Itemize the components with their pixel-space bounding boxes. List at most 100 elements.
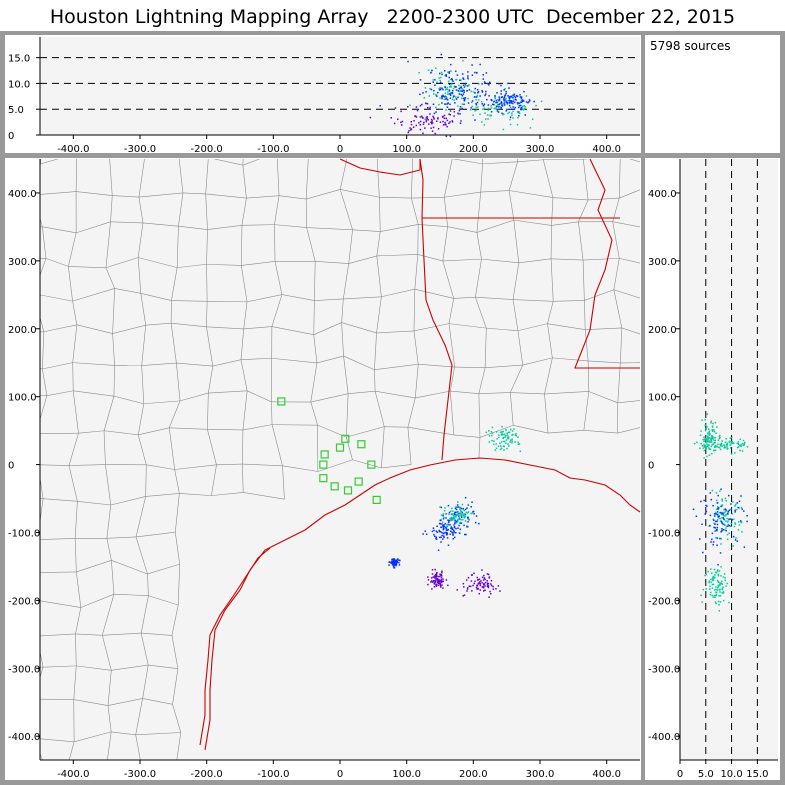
county-line	[413, 323, 450, 332]
altitude-source-point	[512, 97, 514, 99]
map-source-point	[440, 519, 442, 521]
altitude-source-point	[455, 98, 458, 100]
map-y-tick-label: 200.0	[8, 325, 37, 336]
side-source-point	[699, 434, 702, 437]
altitude-source-point	[535, 104, 537, 107]
map-source-point	[434, 582, 436, 584]
side-source-point	[732, 545, 735, 547]
map-source-point	[482, 590, 485, 592]
side-source-point	[721, 500, 724, 502]
map-source-point	[446, 537, 449, 539]
map-source-point	[448, 511, 451, 514]
county-line	[588, 391, 618, 404]
side-source-point	[739, 449, 741, 452]
side-source-point	[722, 586, 724, 588]
map-source-point	[453, 536, 456, 539]
altitude-source-point	[523, 100, 525, 102]
side-source-point	[742, 444, 745, 447]
map-source-point	[438, 575, 441, 578]
altitude-source-point	[451, 78, 454, 81]
county-line	[274, 224, 307, 228]
side-source-point	[717, 494, 719, 497]
county-line	[513, 220, 520, 263]
altitude-source-point	[481, 103, 483, 105]
county-line	[282, 465, 318, 472]
county-line	[138, 197, 144, 224]
county-line	[176, 732, 182, 760]
county-line	[346, 437, 353, 460]
side-source-point	[717, 574, 720, 577]
map-source-point	[470, 574, 473, 576]
side-source-point	[710, 581, 712, 584]
side-y-tick-label: -400.0	[648, 732, 680, 743]
side-source-point	[716, 520, 718, 523]
map-source-point	[458, 518, 461, 520]
altitude-source-point	[444, 89, 447, 91]
side-source-point	[737, 507, 740, 509]
county-line	[140, 293, 172, 301]
county-line	[415, 390, 451, 399]
altitude-source-point	[448, 83, 451, 86]
altitude-source-point	[490, 111, 493, 113]
map-source-point	[495, 443, 498, 445]
altitude-source-point	[520, 96, 523, 98]
map-source-point	[491, 426, 494, 429]
altitude-source-point	[514, 106, 517, 109]
side-source-point	[709, 492, 712, 494]
map-source-point	[442, 517, 445, 520]
altitude-source-point	[477, 91, 479, 94]
county-line	[43, 498, 78, 502]
county-line	[171, 267, 178, 301]
side-source-point	[714, 439, 716, 442]
side-source-point	[714, 449, 717, 452]
map-source-point	[439, 584, 442, 587]
altitude-source-point	[523, 107, 526, 110]
altitude-source-point	[506, 101, 509, 104]
map-source-point	[442, 525, 444, 528]
map-source-point	[503, 433, 505, 436]
county-line	[147, 573, 149, 596]
altitude-source-point	[475, 102, 477, 105]
altitude-source-point	[529, 127, 532, 129]
altitude-source-point	[439, 121, 442, 123]
county-line	[102, 632, 142, 636]
map-source-point	[501, 431, 504, 433]
county-line	[585, 327, 622, 331]
altitude-source-point	[394, 107, 397, 109]
altitude-source-point	[448, 72, 450, 74]
altitude-source-point	[490, 107, 493, 109]
map-source-point	[459, 521, 461, 524]
altitude-source-point	[435, 120, 438, 122]
map-source-point	[472, 511, 474, 513]
altitude-source-point	[511, 114, 513, 116]
altitude-source-point	[446, 125, 448, 128]
county-line	[552, 357, 589, 362]
county-line	[242, 463, 283, 467]
altitude-source-point	[463, 86, 466, 88]
county-line	[484, 328, 487, 368]
map-source-point	[481, 569, 483, 571]
county-line	[241, 261, 276, 266]
county-line	[40, 464, 70, 466]
map-x-tick-label: 100.0	[392, 769, 421, 780]
side-source-point	[711, 594, 714, 597]
county-line	[448, 323, 455, 368]
altitude-source-point	[425, 120, 428, 123]
altitude-source-point	[459, 86, 461, 89]
altitude-source-point	[448, 71, 451, 73]
map-source-point	[440, 581, 443, 584]
map-source-point	[435, 536, 438, 539]
map-source-point	[454, 506, 457, 508]
county-line	[42, 226, 47, 259]
side-source-point	[713, 449, 715, 452]
altitude-source-point	[505, 98, 507, 100]
county-line	[211, 464, 217, 496]
side-source-point	[710, 445, 713, 448]
side-source-point	[717, 563, 719, 566]
altitude-source-point	[508, 97, 511, 100]
altitude-source-point	[512, 99, 515, 101]
county-line	[76, 191, 113, 196]
county-line	[346, 426, 385, 438]
altitude-source-point	[460, 85, 462, 88]
altitude-source-point	[431, 122, 434, 124]
